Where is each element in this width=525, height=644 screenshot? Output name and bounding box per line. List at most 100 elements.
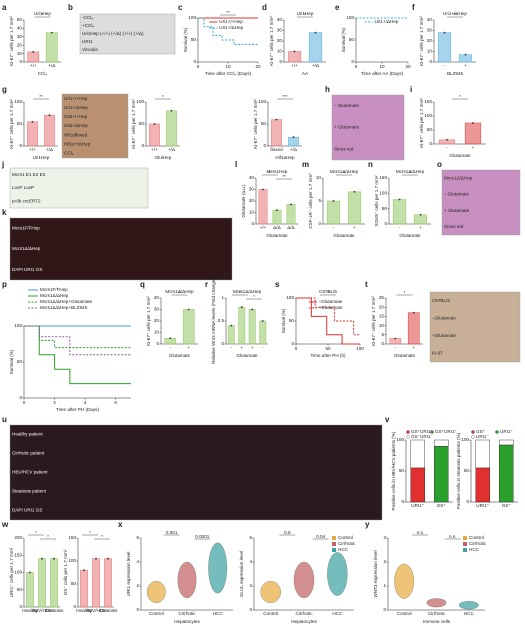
dot <box>29 571 31 574</box>
y-tick-label: 100 <box>379 191 387 196</box>
bar <box>258 189 268 225</box>
survival-line <box>24 325 131 349</box>
x-tick-label: 100 <box>356 346 364 351</box>
bar <box>458 54 473 63</box>
chart-title: Mcrs1Δ/ΔHep <box>396 169 425 174</box>
legend-label: Cirrhotic <box>338 541 356 546</box>
y-axis-label: CSF-1R⁺ cells per 1.7 mm² <box>308 173 313 229</box>
dot <box>41 557 43 560</box>
y-tick-label: 10 <box>316 175 322 180</box>
bar <box>326 200 341 225</box>
annotation: * <box>89 530 91 535</box>
x-tick-label: 2 <box>53 400 56 405</box>
y-tick-label: 0 <box>221 341 224 346</box>
legend-label: Uri1+/ΔHep <box>375 19 399 24</box>
x-tick-label: Steatosis <box>45 608 65 613</box>
image-label: Vinculin <box>82 47 98 52</box>
x-tick-label: - <box>262 345 264 350</box>
survival-line <box>296 297 360 336</box>
image-label: Glul+/ΔHep <box>64 123 88 128</box>
panel-letter: u <box>2 415 7 424</box>
y-axis-label: Ki-67⁺ cells per 1.7 mm² <box>419 16 424 66</box>
legend-swatch <box>463 548 467 552</box>
annotation: *** <box>282 94 288 99</box>
y-tick-label: 50 <box>289 318 295 323</box>
image-label: –Glutamate <box>432 315 456 320</box>
y-tick-label: 50 <box>349 37 355 42</box>
x-tick-label: HBV/HCV <box>86 608 107 613</box>
legend-label: URI1⁻ <box>476 434 489 439</box>
y-tick-label: 0 <box>263 143 266 148</box>
image-label: DAPI URI1 GS <box>12 267 42 272</box>
y-axis-label: WNT3 expression level <box>373 550 378 597</box>
y-tick-label: 150 <box>68 535 76 540</box>
y-tick-label: 50 <box>17 121 23 126</box>
bar <box>38 558 46 608</box>
annotation: * <box>304 12 306 17</box>
x-tick-label: Cirrhotic <box>295 611 313 616</box>
legend-label: Mcrs1F/FHep <box>40 287 68 292</box>
image-label: CCl₄ <box>64 151 74 156</box>
y-axis-label: Positive cells in steatosis patients (%) <box>456 432 461 509</box>
x-tick-label: 6 <box>114 400 117 405</box>
annotation: * <box>404 290 406 295</box>
y-tick-label: 0 <box>19 143 22 148</box>
y-axis-label: Ki-67⁺ cells per 1.7 mm² <box>131 99 136 149</box>
y-tick-label: 150 <box>14 552 22 557</box>
y-tick-label: 100 <box>136 99 144 104</box>
y-tick-label: 50 <box>139 121 145 126</box>
image-label: Mcrs1Δ/ΔHep <box>12 246 41 251</box>
legend-label: URI1⁺ <box>500 429 513 434</box>
image-label: +CCl₄ <box>82 23 94 28</box>
dot <box>240 306 243 309</box>
annotation: n.s. <box>449 534 456 539</box>
x-axis-label: GlulHep <box>155 155 172 160</box>
x-tick-label: - <box>444 63 446 68</box>
y-tick-label: 50 <box>427 127 433 132</box>
y-tick-label: 150 <box>424 99 432 104</box>
panel-letter: l <box>235 160 237 169</box>
legend-label: +Glutamate <box>319 305 343 310</box>
dot <box>419 213 422 216</box>
annotation: * <box>179 290 181 295</box>
x-axis-label: Glutamate <box>169 353 191 358</box>
x-tick-label: HBV/HCV <box>32 608 53 613</box>
y-tick-label: 10 <box>427 49 433 54</box>
x-axis-label: Glutamate <box>333 233 355 238</box>
y-tick-label: 10 <box>17 51 23 56</box>
x-tick-label: 0 <box>295 346 298 351</box>
annotation: ** <box>226 10 230 15</box>
y-tick-label: 0 <box>383 607 386 612</box>
y-tick-label: 10 <box>379 323 385 328</box>
bar <box>347 191 362 225</box>
x-tick-label: Healthy <box>22 608 38 613</box>
x-tick-label: +/Δ <box>312 63 319 68</box>
image-label: Healthy patient <box>12 432 43 437</box>
image-label: LoxP LoxP <box>12 185 34 190</box>
y-tick-label: 6 <box>136 535 139 540</box>
bar <box>104 558 112 608</box>
panel-letter: n <box>368 160 373 169</box>
annotation: * <box>47 534 49 539</box>
image-placeholder <box>61 93 129 159</box>
x-tick-label: Cirrhotic <box>428 611 446 616</box>
x-tick-label: Control <box>149 611 164 616</box>
x-tick-label: Control <box>397 611 412 616</box>
panel-letter: k <box>2 208 7 217</box>
bar <box>27 121 38 147</box>
y-axis-label: Ki-67⁺ cells per 1.7 mm² <box>253 99 258 149</box>
violin <box>293 561 315 599</box>
dot <box>95 557 97 560</box>
image-label: Uri1Hep (+/+) (+/Δ) (+/+) (+/Δ) <box>82 31 144 36</box>
survival-line <box>24 325 131 356</box>
x-tick-label: + <box>240 345 243 350</box>
x-tick-label: + <box>412 345 415 350</box>
legend-swatch <box>332 536 336 540</box>
y-tick-label: 20 <box>249 198 255 203</box>
legend-label: HCC <box>338 547 349 552</box>
image-label: Uri1+/+Hep <box>64 96 88 101</box>
survival-line <box>198 17 258 45</box>
annotation: * <box>343 170 345 175</box>
panel-letter: g <box>2 85 7 94</box>
bar <box>27 51 40 63</box>
